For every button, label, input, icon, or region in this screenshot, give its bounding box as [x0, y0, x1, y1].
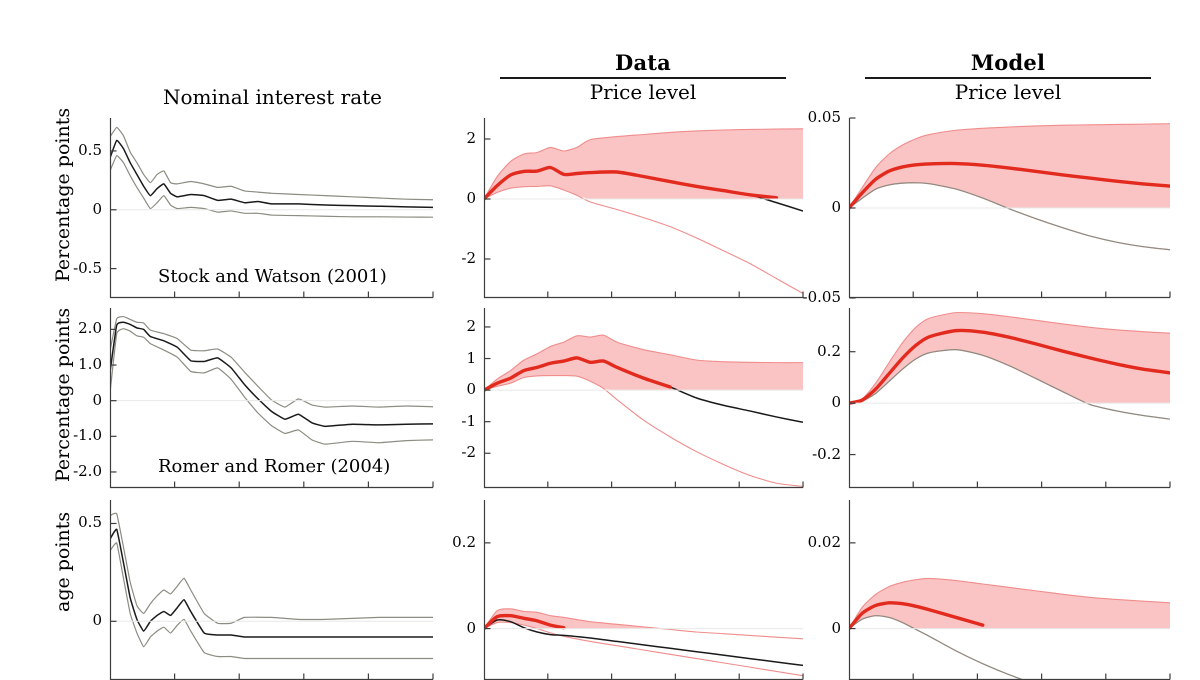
y-tick-label-rr2004-price-level-data-1: 1: [466, 348, 476, 367]
y-tick-label-rr2004-price-level-data-4: -2: [461, 443, 476, 462]
confidence-band-fill: [849, 123, 1170, 209]
plot-area-row3-nominal-interest-rate: [109, 500, 434, 680]
confidence-band-upper-edge: [484, 334, 803, 391]
y-tick-label-rr2004-price-level-model-0: 0.2: [817, 341, 841, 360]
series-group: [110, 512, 433, 660]
series-group: [110, 126, 433, 218]
confidence-band-fill: [849, 312, 1170, 404]
y-tick-label-row3-nominal-interest-rate-0: 0.5: [78, 513, 102, 532]
y-tick-label-sw2001-price-level-model-1: 0: [831, 198, 841, 216]
panel-row3-price-level-model: [848, 500, 1171, 680]
panel-note-stock-watson: Stock and Watson (2001): [158, 266, 387, 287]
series-group: [849, 311, 1170, 420]
panel-rr2004-price-level-model: [848, 308, 1171, 489]
column-header-subtitle: Price level: [589, 79, 697, 104]
series-line-gray-0: [110, 512, 433, 625]
column-header-rule: [500, 77, 786, 79]
series-line-mean-red-0: [849, 328, 1170, 405]
series-line-black-0: [110, 139, 433, 209]
panel-note-text: Stock and Watson (2001): [158, 266, 387, 287]
plot-area-rr2004-price-level-model: [848, 308, 1171, 489]
series-line-gray-0: [110, 126, 433, 201]
confidence-band-upper-edge: [849, 123, 1170, 209]
series-line-black-0: [110, 321, 433, 428]
y-tick-label-rr2004-nominal-interest-rate-0: 2.0: [78, 319, 102, 338]
figure-canvas: Nominal interest rate Data Price level M…: [52, 50, 1171, 680]
panel-note-romer-romer: Romer and Romer (2004): [158, 456, 390, 477]
y-axis-label-text: Percentage points: [52, 107, 74, 282]
y-tick-label-rr2004-price-level-data-3: -1: [461, 411, 476, 430]
confidence-band-lower-edge: [484, 185, 803, 294]
panel-sw2001-price-level-data: [483, 118, 804, 299]
series-line-mean-red-0: [484, 356, 672, 392]
y-tick-label-rr2004-nominal-interest-rate-3: -1.0: [73, 426, 102, 445]
y-tick-label-sw2001-nominal-interest-rate-1: 0: [92, 199, 102, 218]
y-tick-label-sw2001-nominal-interest-rate-2: -0.5: [73, 258, 102, 277]
series-line-gray-1: [110, 155, 433, 218]
series-group: [484, 128, 803, 294]
confidence-band-upper-edge: [849, 311, 1170, 404]
panel-sw2001-price-level-model: [848, 117, 1171, 299]
y-tick-label-sw2001-price-level-model-0: 0.05: [807, 108, 841, 126]
panel-row3-nominal-interest-rate: [109, 500, 434, 680]
column-header-title: Data: [615, 50, 671, 75]
column-header-title: Model: [970, 50, 1046, 75]
confidence-band-fill: [484, 335, 803, 391]
y-tick-label-row3-nominal-interest-rate-1: 0: [92, 611, 102, 630]
column-header-data: Data Price level: [500, 50, 786, 104]
plot-area-sw2001-nominal-interest-rate: [109, 118, 434, 299]
series-line-mean-red-0: [849, 161, 1170, 210]
panel-note-text: Romer and Romer (2004): [158, 456, 391, 477]
y-tick-label-rr2004-nominal-interest-rate-1: 1.0: [78, 355, 102, 374]
y-tick-label-row3-price-level-data-0: 0.2: [452, 532, 476, 551]
column-header-rule: [865, 77, 1151, 79]
panel-row3-price-level-data: [483, 500, 804, 680]
plot-area-sw2001-price-level-data: [483, 118, 804, 299]
series-line-gray-0: [849, 182, 1170, 251]
series-line-gray-1: [110, 542, 433, 660]
y-tick-label-rr2004-price-level-data-0: 2: [466, 316, 476, 335]
series-line-gray-1: [110, 328, 433, 445]
column-header-subtitle: Price level: [954, 79, 1062, 104]
panel-rr2004-nominal-interest-rate: [109, 308, 434, 489]
y-tick-label-rr2004-price-level-data-2: 0: [466, 380, 476, 399]
series-line-gray-0: [110, 315, 433, 408]
confidence-band-upper-edge: [484, 128, 803, 200]
y-tick-label-row3-price-level-model-0: 0.02: [807, 532, 841, 551]
plot-area-rr2004-nominal-interest-rate: [109, 308, 434, 489]
y-tick-label-rr2004-nominal-interest-rate-2: 0: [92, 390, 102, 409]
y-tick-label-sw2001-price-level-data-1: 0: [466, 189, 476, 207]
plot-area-row3-price-level-model: [848, 500, 1171, 680]
confidence-band-fill: [484, 128, 803, 200]
y-tick-label-rr2004-nominal-interest-rate-4: -2.0: [73, 461, 102, 480]
series-group: [849, 577, 1170, 680]
series-group: [110, 315, 433, 445]
panel-sw2001-nominal-interest-rate: [109, 118, 434, 299]
y-tick-label-sw2001-price-level-model-2: -0.05: [802, 288, 841, 306]
y-tick-label-sw2001-price-level-data-2: -2: [461, 249, 476, 267]
series-group: [849, 123, 1170, 251]
y-tick-label-rr2004-price-level-model-2: -0.2: [812, 444, 841, 463]
column-header-model: Model Price level: [865, 50, 1151, 104]
series-group: [484, 608, 803, 677]
y-tick-label-sw2001-nominal-interest-rate-0: 0.5: [78, 140, 102, 159]
series-line-mean-red-0: [484, 165, 779, 201]
y-tick-label-row3-price-level-data-1: 0: [466, 618, 476, 637]
plot-area-row3-price-level-data: [483, 500, 804, 680]
y-tick-label-sw2001-price-level-data-0: 2: [466, 129, 476, 147]
y-axis-label-row-1: Percentage points: [52, 108, 74, 282]
y-tick-label-row3-price-level-model-1: 0: [831, 618, 841, 637]
series-line-gray-0: [849, 349, 1170, 420]
series-group: [484, 334, 803, 487]
confidence-band-lower-edge: [484, 374, 803, 487]
plot-area-sw2001-price-level-model: [848, 117, 1171, 299]
column-header-subtitle: Nominal interest rate: [162, 85, 383, 109]
plot-area-rr2004-price-level-data: [483, 308, 804, 489]
panel-rr2004-price-level-data: [483, 308, 804, 489]
confidence-band-upper-edge: [849, 577, 1170, 629]
column-header-nominal-interest-rate: Nominal interest rate: [110, 85, 435, 109]
y-tick-label-rr2004-price-level-model-1: 0: [831, 393, 841, 412]
